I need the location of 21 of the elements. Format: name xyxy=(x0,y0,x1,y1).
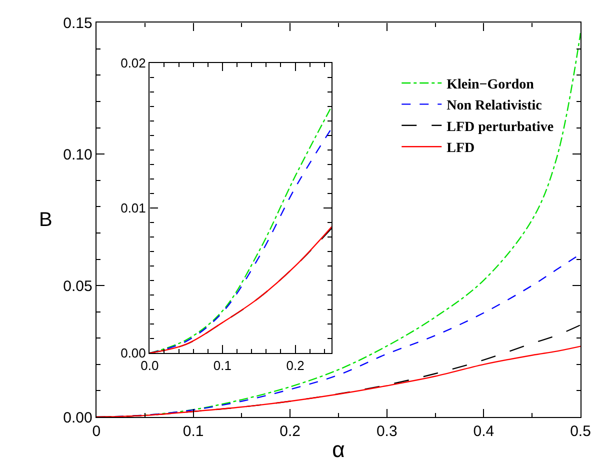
x-tick-label: 0.5 xyxy=(570,423,591,440)
y-tick-label: 0.01 xyxy=(120,200,146,216)
x-tick-label: 0.1 xyxy=(213,358,232,373)
legend-label: Non Relativistic xyxy=(446,98,542,114)
x-tick-label: 0.2 xyxy=(280,423,301,440)
legend-label: Klein−Gordon xyxy=(446,77,534,92)
y-tick-label: 0.00 xyxy=(63,409,92,426)
x-tick-label: 0 xyxy=(92,423,101,440)
x-tick-label: 0.4 xyxy=(473,423,494,440)
x-tick-label: 0.2 xyxy=(286,358,304,373)
x-tick-label: 0.3 xyxy=(376,423,398,440)
x-tick-label: 0.1 xyxy=(182,423,204,440)
x-axis-title: α xyxy=(332,437,346,462)
y-tick-label: 0.05 xyxy=(63,278,92,295)
line-series xyxy=(96,346,580,418)
legend-label: LFD perturbative xyxy=(446,120,554,135)
y-tick-label: 0.15 xyxy=(63,14,92,32)
y-tick-label: 0.10 xyxy=(63,146,92,164)
y-tick-label: 0.02 xyxy=(120,55,146,70)
y-axis-title: B xyxy=(39,209,52,231)
legend-label: LFD xyxy=(446,141,475,156)
